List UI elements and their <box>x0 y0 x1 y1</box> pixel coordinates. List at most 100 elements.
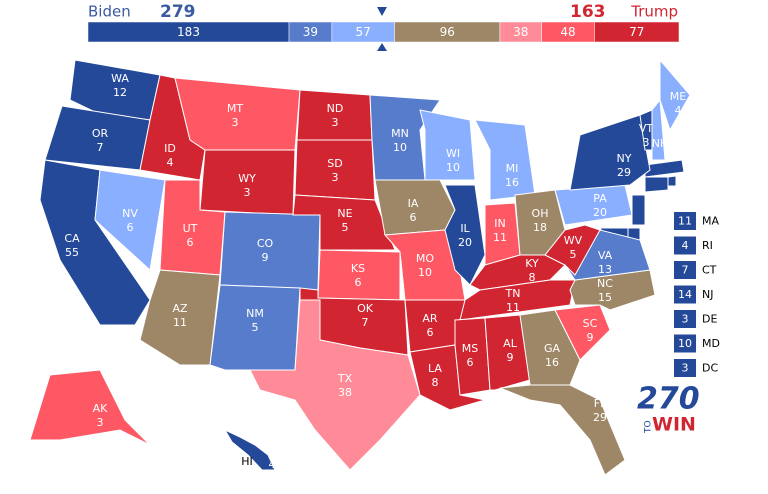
state <box>29 369 151 446</box>
state-votes: 4 <box>675 104 682 117</box>
small-state-label: CT <box>702 264 717 277</box>
state-label: AZ <box>172 302 188 315</box>
state-votes: 4 <box>167 156 174 169</box>
state-votes: 6 <box>127 221 134 234</box>
state-label: ID <box>164 142 176 155</box>
biden-label: Biden <box>88 3 131 21</box>
state-label: SC <box>583 317 598 330</box>
state <box>499 384 626 476</box>
state <box>651 98 666 161</box>
state-votes: 5 <box>570 248 577 261</box>
state-label: OR <box>92 127 109 140</box>
state <box>219 211 321 291</box>
state-label: KS <box>351 262 365 275</box>
state-label: TN <box>505 287 521 300</box>
state-label: UT <box>183 222 198 235</box>
biden-total: 279 <box>160 2 196 22</box>
state-label: MO <box>416 252 434 265</box>
state-votes: 8 <box>529 271 536 284</box>
state <box>569 114 651 191</box>
state-votes: 5 <box>342 221 349 234</box>
small-state-label: NJ <box>702 288 713 301</box>
state-label: FL <box>594 397 607 410</box>
state <box>544 224 601 276</box>
state <box>474 119 536 201</box>
small-state-box <box>674 212 696 230</box>
state-label: OH <box>532 207 549 220</box>
small-state-votes: 14 <box>678 288 692 301</box>
state-label: TX <box>337 372 353 385</box>
state-votes: 29 <box>617 166 631 179</box>
state-label: MS <box>462 342 478 355</box>
small-state-box <box>674 261 696 279</box>
state-label: WY <box>238 172 256 185</box>
state-votes: 3 <box>97 416 104 429</box>
state-label: VA <box>598 249 613 262</box>
state-votes: 9 <box>262 251 269 264</box>
state-votes: 3 <box>232 116 239 129</box>
small-state-box <box>674 334 696 353</box>
state-label: CA <box>64 232 80 245</box>
state-label: NC <box>597 277 613 290</box>
state-label: ND <box>327 102 344 115</box>
state-label: WA <box>111 72 129 85</box>
small-state-votes: 7 <box>682 264 689 277</box>
state-label: IN <box>494 217 505 230</box>
state-label: HI <box>241 455 253 468</box>
state-votes: 11 <box>506 301 520 314</box>
state-votes: 8 <box>432 376 439 389</box>
small-state-label: DE <box>702 313 717 326</box>
state-votes: 16 <box>505 176 519 189</box>
state-votes: 3 <box>332 116 339 129</box>
trump-label: Trump <box>630 3 678 21</box>
state-votes: 9 <box>587 331 594 344</box>
state-label: OK <box>357 302 374 315</box>
state-votes: 20 <box>458 236 472 249</box>
state-label: MI <box>506 162 519 175</box>
state-votes: 11 <box>493 231 507 244</box>
state-votes: 6 <box>467 356 474 369</box>
state-label: PA <box>593 192 607 205</box>
small-state-box <box>674 310 696 328</box>
state <box>419 109 476 181</box>
midpoint-marker <box>377 7 387 16</box>
segment-label: 38 <box>513 25 528 39</box>
state-label: VT <box>639 122 654 135</box>
segment-label: 183 <box>177 25 200 39</box>
state-votes: 3 <box>244 186 251 199</box>
small-state-label: MD <box>702 337 720 350</box>
state-votes: 3 <box>643 136 650 149</box>
small-state-votes: 3 <box>682 362 689 375</box>
states: WA12OR7CA55NV6ID4MT3WY3UT6AZ11CO9NM5ND3S… <box>29 58 691 476</box>
segment-label: 39 <box>303 25 318 39</box>
state-label: KY <box>525 257 539 270</box>
state-label: MN <box>391 127 409 140</box>
state <box>249 299 421 471</box>
state-label: NE <box>337 207 352 220</box>
state-votes: 6 <box>355 276 362 289</box>
small-state-label: RI <box>702 239 713 252</box>
small-state-votes: 10 <box>678 337 692 350</box>
state <box>139 269 221 366</box>
logo-to: TO <box>644 420 654 434</box>
state-votes: 6 <box>427 326 434 339</box>
state-votes: 3 <box>332 171 339 184</box>
state-votes: 18 <box>533 221 547 234</box>
state <box>454 317 491 396</box>
state-votes: 38 <box>338 386 352 399</box>
state <box>317 249 401 301</box>
segment-label: 77 <box>629 25 644 39</box>
logo-number: 270 <box>637 382 700 417</box>
state-label: MT <box>227 102 243 115</box>
state <box>223 428 276 471</box>
state-votes: 6 <box>410 211 417 224</box>
state <box>444 184 486 286</box>
state-label: WI <box>446 147 460 160</box>
bar-segment <box>594 21 680 43</box>
state-votes: 16 <box>545 356 559 369</box>
state-label: SD <box>327 157 342 170</box>
segment-label: 48 <box>560 25 575 39</box>
state-label: AR <box>422 312 438 325</box>
state-label: LA <box>428 362 442 375</box>
